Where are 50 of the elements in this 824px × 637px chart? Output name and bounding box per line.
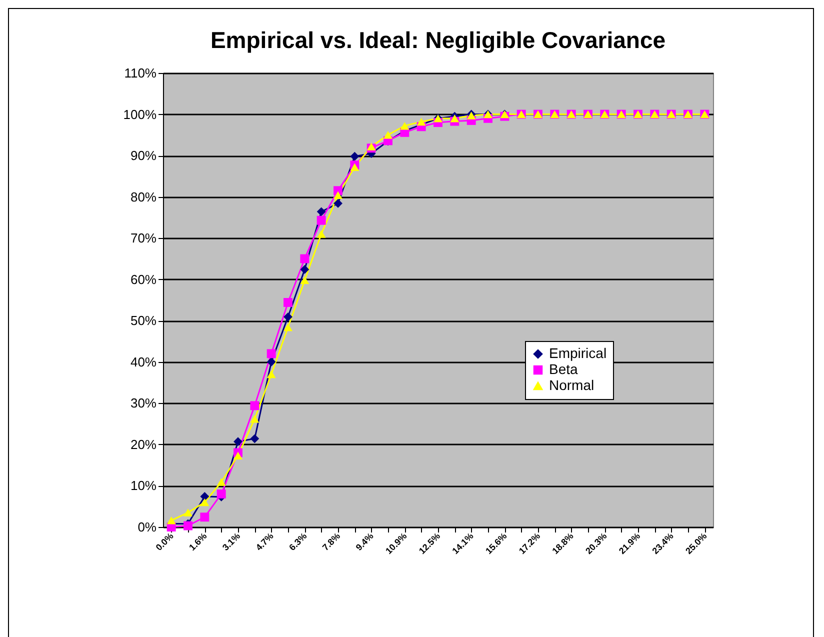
point <box>400 122 410 130</box>
point <box>250 414 260 423</box>
point <box>300 254 310 264</box>
point <box>316 216 326 225</box>
point <box>266 357 276 366</box>
y-tick-label: 70% <box>130 230 157 246</box>
y-tick-label: 10% <box>130 478 157 494</box>
y-tick-label: 0% <box>138 520 157 534</box>
point <box>416 118 426 126</box>
point <box>284 312 292 322</box>
point <box>234 437 242 446</box>
y-tick-label: 20% <box>130 436 157 452</box>
point <box>334 186 342 196</box>
point <box>284 323 292 332</box>
point <box>250 434 260 444</box>
point <box>450 114 460 122</box>
point <box>300 264 310 274</box>
point <box>366 142 376 150</box>
y-tick-label: 30% <box>130 396 157 411</box>
point <box>200 492 210 501</box>
point <box>250 401 260 410</box>
point <box>350 163 360 171</box>
y-tick-label: 60% <box>130 272 157 287</box>
legend-label: Empirical <box>549 345 607 361</box>
point <box>216 478 226 486</box>
y-tick-label: 50% <box>130 313 157 328</box>
y-tick-label: 80% <box>130 189 157 204</box>
point <box>284 298 292 307</box>
point <box>334 191 342 200</box>
y-tick-label: 110% <box>124 66 157 80</box>
point <box>266 370 276 378</box>
point <box>334 198 342 208</box>
point <box>316 230 326 238</box>
y-tick-label: 40% <box>130 354 157 370</box>
point <box>200 498 210 506</box>
point <box>166 516 176 524</box>
point <box>234 452 242 460</box>
point <box>266 349 276 358</box>
y-tick-label: 90% <box>130 148 157 164</box>
legend-label: Normal <box>549 377 594 393</box>
point <box>200 512 210 522</box>
point <box>216 490 226 498</box>
point <box>300 276 310 284</box>
legend-label: Beta <box>549 361 578 377</box>
chart-title: Empirical vs. Ideal: Negligible Covariance <box>210 27 666 53</box>
point <box>316 207 326 216</box>
y-tick-label: 100% <box>123 106 157 122</box>
point <box>384 131 392 139</box>
point <box>350 152 360 161</box>
point <box>184 508 192 516</box>
